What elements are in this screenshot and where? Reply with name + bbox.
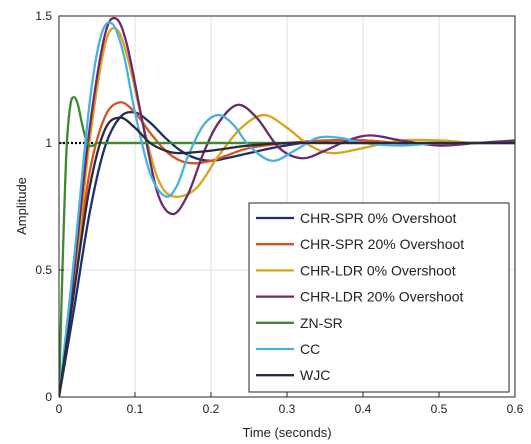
legend-label: CHR-LDR 0% Overshoot bbox=[300, 262, 456, 278]
x-tick-label: 0.4 bbox=[355, 402, 372, 416]
legend-label: CHR-SPR 20% Overshoot bbox=[300, 236, 464, 252]
legend-label: CC bbox=[300, 341, 320, 357]
legend-label: ZN-SR bbox=[300, 315, 343, 331]
x-tick-label: 0.5 bbox=[431, 402, 448, 416]
y-tick-label: 0.5 bbox=[35, 263, 52, 277]
series-line-7 bbox=[59, 116, 515, 397]
x-axis-label: Time (seconds) bbox=[242, 425, 331, 440]
x-tick-label: 0.6 bbox=[507, 402, 524, 416]
legend-label: CHR-SPR 0% Overshoot bbox=[300, 210, 456, 226]
y-tick-label: 1.5 bbox=[35, 9, 52, 23]
x-tick-label: 0 bbox=[56, 402, 63, 416]
series-layer bbox=[59, 16, 515, 397]
x-tick-label: 0.2 bbox=[203, 402, 220, 416]
legend: CHR-SPR 0% Overshoot CHR-SPR 20% Overshoo… bbox=[248, 202, 510, 393]
x-tick-label: 0.3 bbox=[279, 402, 296, 416]
y-tick-label: 0 bbox=[45, 390, 52, 404]
x-tick-label: 0.1 bbox=[127, 402, 144, 416]
legend-label: CHR-LDR 20% Overshoot bbox=[300, 289, 463, 305]
y-tick-label: 1 bbox=[45, 136, 52, 150]
tick-layer: 0 0.1 0.2 0.3 0.4 0.5 0.6 0 0.5 1 1.5 bbox=[35, 9, 523, 416]
series-line-4 bbox=[59, 16, 515, 397]
legend-label: WJC bbox=[300, 367, 330, 383]
y-axis-label: Amplitude bbox=[14, 177, 29, 235]
